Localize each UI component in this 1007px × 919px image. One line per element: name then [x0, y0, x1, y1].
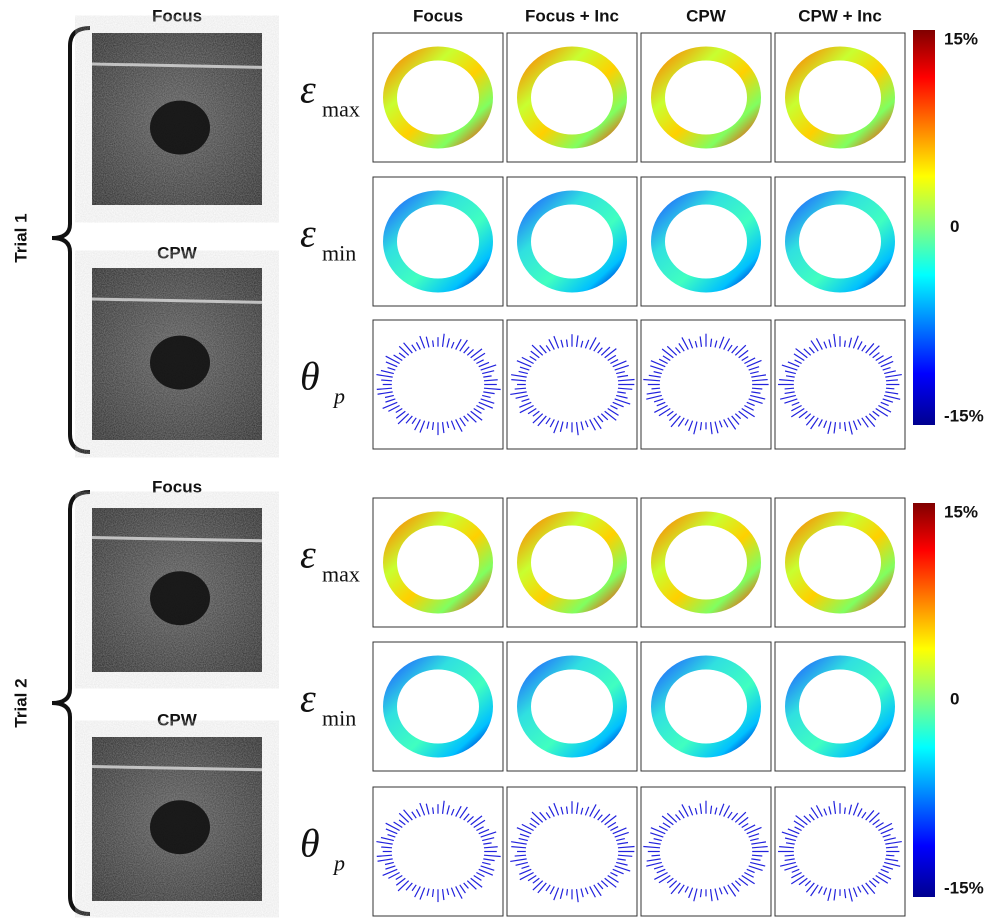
trial-label: Trial 1 [11, 213, 30, 262]
row-symbol: θ [300, 821, 320, 866]
row-subscript: p [332, 851, 345, 876]
colorbar-label: 15% [944, 29, 978, 48]
image-label: CPW [157, 710, 198, 729]
image-label: CPW [157, 243, 198, 262]
row-symbol: ε [300, 67, 316, 112]
figure: Focus Focus + Inc CPW CPW + Inc Trial 1 Focus… [0, 0, 1007, 919]
direction-arrow [381, 380, 392, 381]
direction-arrow [567, 889, 568, 895]
row-subscript: min [322, 241, 356, 266]
row-subscript: min [322, 706, 356, 731]
vessel [150, 800, 210, 854]
vessel [150, 571, 210, 625]
direction-arrow [433, 807, 434, 813]
vessel [150, 101, 210, 155]
bracket [52, 492, 90, 914]
row-subscript: max [322, 97, 360, 122]
direction-arrow [652, 388, 661, 389]
colorbar [913, 503, 935, 897]
colorbar-label: 15% [944, 502, 978, 521]
row-subscript: p [332, 384, 345, 409]
column-header: Focus [413, 6, 463, 25]
vessel [150, 336, 210, 390]
direction-arrow [567, 422, 568, 428]
direction-arrow [785, 855, 794, 856]
direction-arrow [785, 388, 794, 389]
trial-label: Trial 2 [11, 678, 30, 727]
column-header: Focus + Inc [525, 6, 619, 25]
row-symbol: θ [300, 354, 320, 399]
row-symbol: ε [300, 211, 316, 256]
direction-arrow [752, 855, 762, 856]
row-symbol: ε [300, 676, 316, 721]
colorbar-label: 0 [950, 689, 959, 708]
direction-arrow [845, 807, 846, 813]
row-subscript: max [322, 562, 360, 587]
bracket [52, 28, 90, 452]
column-header: CPW + Inc [798, 6, 882, 25]
image-label: Focus [152, 6, 202, 25]
direction-arrow [845, 340, 846, 346]
direction-arrow [752, 388, 762, 389]
direction-arrow [381, 847, 392, 848]
direction-arrow [433, 340, 434, 346]
colorbar-label: -15% [944, 878, 984, 897]
colorbar [913, 30, 935, 425]
direction-arrow [886, 388, 894, 389]
direction-arrow [652, 855, 661, 856]
image-label: Focus [152, 477, 202, 496]
colorbar-label: -15% [944, 406, 984, 425]
direction-arrow [886, 855, 894, 856]
column-header: CPW [686, 6, 727, 25]
row-symbol: ε [300, 532, 316, 577]
colorbar-label: 0 [950, 217, 959, 236]
